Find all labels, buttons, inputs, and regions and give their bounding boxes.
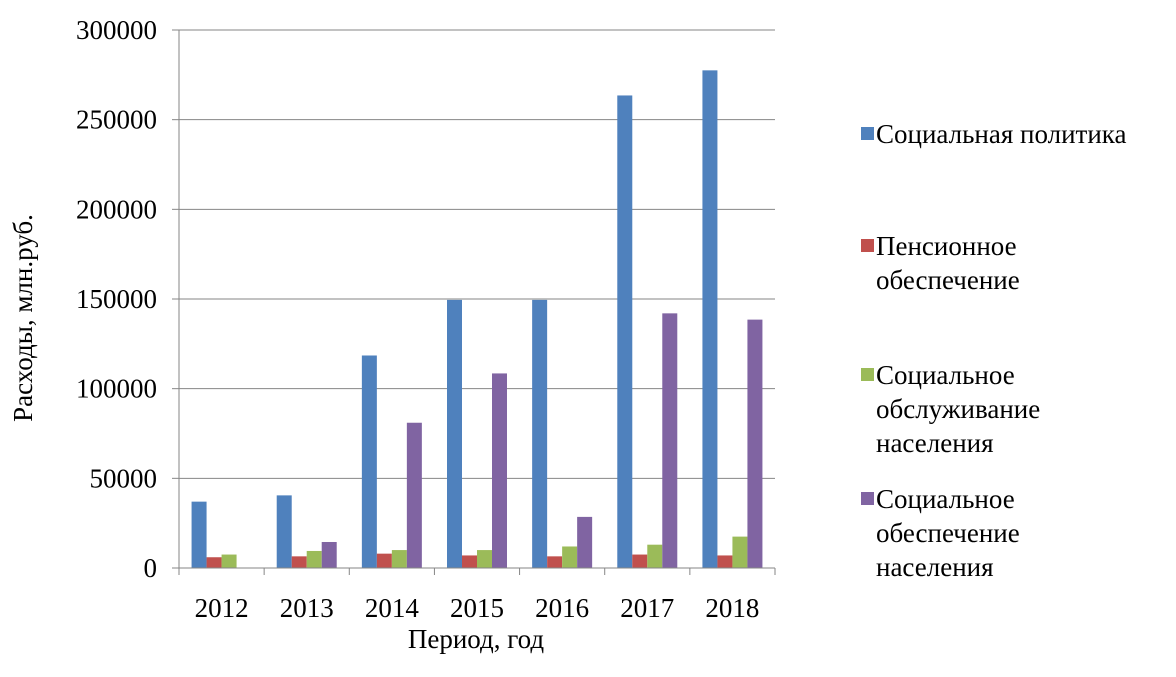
legend: Социальная политика Пенсионное обеспечение… [861, 119, 1126, 582]
bar [406, 422, 422, 568]
bar [477, 550, 492, 568]
x-tick-label: 2014 [365, 593, 420, 623]
y-tick-label: 0 [144, 553, 158, 583]
x-tick-label: 2017 [620, 593, 674, 623]
x-tick-label: 2012 [195, 593, 249, 623]
bar [662, 313, 678, 568]
bar [221, 554, 237, 568]
bar [291, 556, 307, 568]
x-tick-label: 2016 [535, 593, 589, 623]
axes [172, 29, 776, 575]
x-tick-labels: 2012 2013 2014 2015 2016 2017 2018 [195, 593, 760, 623]
bar [391, 550, 407, 568]
bar [562, 546, 578, 568]
legend-swatch [861, 239, 874, 252]
gridlines [179, 29, 775, 479]
bar [577, 516, 593, 568]
bars [191, 70, 763, 568]
legend-label: Социальная политика [876, 119, 1126, 149]
bar [447, 299, 462, 568]
bar [547, 556, 563, 568]
bar [702, 70, 718, 568]
bar [747, 319, 763, 568]
y-tick-label: 300000 [76, 15, 157, 45]
y-tick-labels: 0 50000 100000 150000 200000 250000 300000 [76, 15, 157, 583]
legend-swatch [861, 368, 874, 381]
x-tick-label: 2018 [705, 593, 759, 623]
bar [276, 495, 292, 568]
bar [306, 550, 322, 568]
x-tick-label: 2013 [280, 593, 334, 623]
legend-label: обслуживание [876, 394, 1040, 424]
legend-label: Социальное [876, 484, 1015, 514]
bar [191, 501, 207, 568]
bar [717, 555, 733, 568]
legend-label: населения [876, 428, 994, 458]
legend-swatch [861, 492, 874, 505]
bar [321, 541, 337, 568]
bar [732, 536, 748, 568]
y-tick-label: 50000 [90, 463, 158, 493]
y-tick-label: 250000 [76, 105, 157, 135]
bar [492, 373, 507, 568]
bar [632, 554, 648, 568]
bar [462, 555, 477, 568]
bar [206, 557, 222, 568]
x-tick-label: 2015 [450, 593, 504, 623]
legend-label: Социальное [876, 360, 1015, 390]
x-axis-title: Период, год [408, 624, 545, 654]
y-axis-title: Расходы, млн.руб. [8, 214, 38, 422]
legend-label: обеспечение [876, 518, 1020, 548]
bar [361, 355, 377, 568]
legend-label: Пенсионное [876, 231, 1017, 261]
y-tick-label: 200000 [76, 194, 157, 224]
bar [376, 553, 392, 568]
legend-swatch [861, 127, 874, 140]
bar [532, 299, 548, 568]
legend-label: обеспечение [876, 265, 1020, 295]
legend-label: населения [876, 552, 994, 582]
y-tick-label: 150000 [76, 284, 157, 314]
bar [617, 95, 633, 568]
bar [647, 544, 663, 568]
y-tick-label: 100000 [76, 374, 157, 404]
